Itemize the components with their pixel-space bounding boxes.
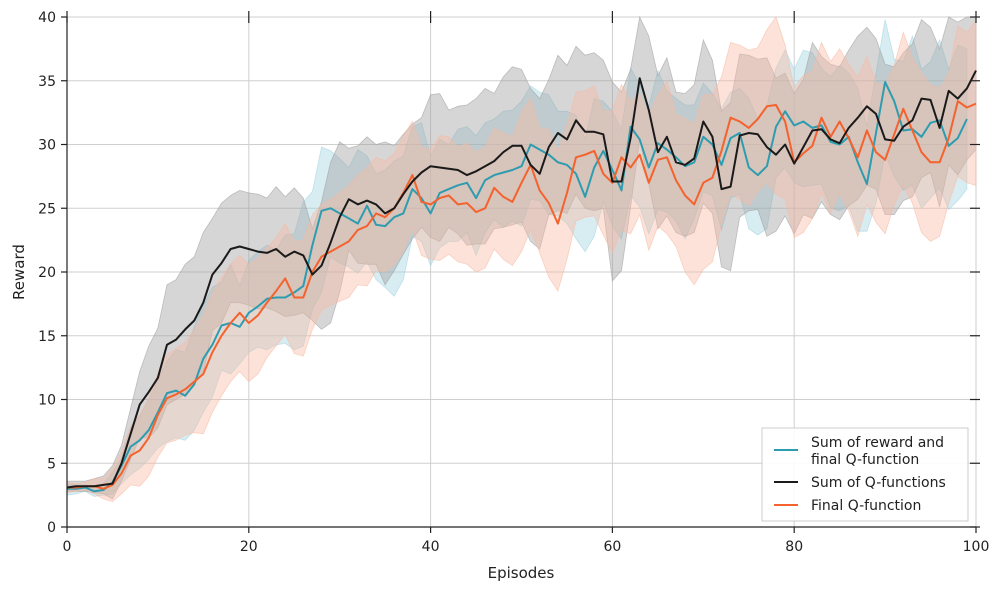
- axes: [61, 11, 980, 533]
- y-tick-label: 25: [38, 201, 56, 217]
- y-tick-label: 35: [38, 74, 56, 90]
- x-tick-label: 40: [422, 539, 440, 555]
- legend: Sum of reward and final Q-function Sum o…: [761, 427, 969, 522]
- legend-label-final-q: Final Q-function: [811, 498, 921, 514]
- x-axis-label: Episodes: [488, 564, 555, 582]
- y-tick-label: 5: [47, 456, 56, 472]
- y-tick-label: 15: [38, 329, 56, 345]
- x-tick-label: 80: [785, 539, 803, 555]
- legend-label-sum-q: Sum of Q-functions: [811, 475, 946, 491]
- y-tick-label: 40: [38, 10, 56, 26]
- y-axis-label: Reward: [10, 244, 28, 300]
- band-2: [66, 16, 977, 502]
- y-tick-label: 20: [38, 265, 56, 281]
- legend-label-line-2: final Q-function: [811, 452, 919, 468]
- series-line-1: [66, 70, 977, 489]
- x-tick-label: 60: [603, 539, 621, 555]
- x-tick-label: 20: [240, 539, 258, 555]
- legend-label-sum-reward-final-q: Sum of reward and final Q-function: [811, 435, 949, 468]
- series-line-0: [67, 81, 968, 493]
- y-tick-label: 0: [47, 520, 56, 536]
- y-tick-label: 10: [38, 393, 56, 409]
- x-tick-labels: 0 20 40 60 80 100: [63, 539, 990, 555]
- y-tick-labels: 0 5 10 15 20 25 30 35 40: [38, 10, 56, 536]
- legend-label-line-1: Sum of reward and: [811, 435, 944, 451]
- series-lines: [66, 70, 977, 493]
- series-line-2: [67, 100, 977, 490]
- y-tick-label: 30: [38, 138, 56, 154]
- x-tick-label: 100: [963, 539, 990, 555]
- x-tick-label: 0: [63, 539, 72, 555]
